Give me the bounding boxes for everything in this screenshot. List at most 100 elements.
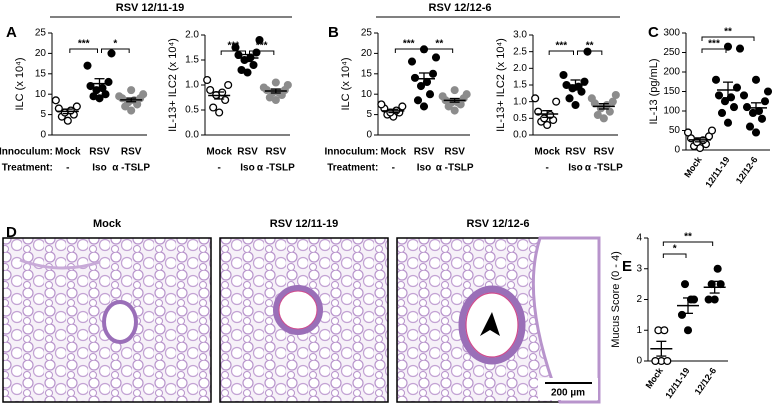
treatment-label: -: [217, 163, 220, 174]
data-point: [729, 103, 739, 112]
error-bar: [695, 137, 705, 143]
data-point: [255, 35, 264, 45]
panel-label: B: [328, 24, 339, 41]
row-label: Innoculum:: [0, 147, 53, 158]
data-point: [51, 96, 60, 105]
error-bar: [270, 88, 281, 94]
data-point: [249, 60, 258, 70]
data-point: [739, 91, 749, 100]
y-tick-label: 250: [663, 47, 680, 58]
error-bar: [126, 97, 137, 103]
data-point: [215, 108, 224, 117]
error-bar: [751, 102, 761, 114]
histology-image: [2, 237, 212, 403]
y-tick-label: 0.0: [513, 130, 527, 141]
y-tick-label: 25: [361, 28, 373, 39]
significance-label: *: [113, 39, 117, 50]
data-point: [611, 90, 620, 100]
x-tick-label: 12/11-19: [663, 366, 691, 400]
error-bar: [656, 340, 667, 357]
error-bar: [709, 280, 720, 294]
error-bar: [419, 72, 429, 86]
y-tick-label: 150: [663, 86, 680, 97]
data-point: [608, 97, 617, 106]
significance-label: **: [724, 27, 732, 38]
significance-bracket: [701, 36, 755, 41]
y-tick-label: 2: [636, 294, 642, 305]
y-axis-label: IL-13 (pg/mL): [648, 58, 660, 124]
data-point: [531, 94, 540, 103]
image-title: RSV 12/11-19: [270, 218, 339, 230]
significance-label: **: [586, 41, 594, 52]
significance-label: ***: [708, 39, 720, 50]
data-point: [565, 94, 574, 103]
significance-label: **: [684, 232, 692, 243]
y-tick-label: 15: [35, 68, 47, 79]
significance-label: ***: [227, 41, 239, 52]
treatment-label: α -TSLP: [436, 163, 474, 174]
data-point: [428, 69, 438, 78]
x-tick-label: RSV: [414, 147, 435, 158]
x-tick-label: 12/12-6: [734, 155, 760, 186]
histology-image: [396, 236, 601, 404]
x-tick-label: 12/12-6: [693, 366, 719, 397]
data-point: [723, 42, 733, 51]
treatment-label: Iso: [240, 163, 254, 174]
data-point: [450, 106, 459, 115]
y-tick-label: 300: [663, 28, 680, 39]
data-point: [224, 80, 233, 90]
data-point: [751, 75, 761, 84]
y-tick-label: 0: [40, 130, 46, 141]
group-title: RSV 12/11-19: [116, 2, 185, 14]
y-tick-label: 50: [669, 125, 681, 136]
data-point: [107, 49, 116, 58]
treatment-label: α -TSLP: [585, 163, 623, 174]
panel-label: A: [6, 24, 17, 41]
significance-label: ***: [78, 39, 90, 50]
data-point: [259, 83, 268, 92]
data-point: [651, 356, 660, 366]
data-point: [587, 94, 596, 103]
data-point: [713, 264, 722, 273]
significance-bracket: [101, 48, 130, 53]
y-tick-label: 3.0: [513, 30, 527, 41]
x-tick-label: RSV: [266, 147, 287, 158]
data-point: [209, 103, 218, 112]
data-point: [552, 97, 561, 106]
data-point: [745, 122, 755, 131]
data-point: [237, 65, 246, 75]
data-point: [704, 295, 713, 304]
data-point: [757, 114, 767, 123]
y-tick-label: 1.5: [513, 80, 527, 91]
row-label: Treatment:: [2, 163, 53, 174]
x-tick-label: Mock: [682, 154, 704, 179]
significance-label: *: [673, 244, 677, 255]
data-point: [450, 86, 459, 95]
y-tick-label: 0.5: [513, 113, 527, 124]
x-tick-label: Mock: [55, 147, 81, 158]
treatment-label: -: [392, 163, 395, 174]
data-point: [83, 61, 92, 70]
data-point: [438, 92, 447, 101]
x-tick-label: RSV: [121, 147, 142, 158]
data-point: [571, 100, 580, 110]
x-tick-label: RSV: [237, 147, 258, 158]
data-point: [580, 77, 589, 86]
y-tick-label: 5: [40, 109, 46, 120]
significance-label: ***: [403, 39, 415, 50]
data-point: [543, 120, 552, 130]
significance-bracket: [220, 50, 246, 55]
treatment-label: Iso: [417, 163, 431, 174]
significance-bracket: [662, 241, 714, 246]
panel-label: E: [622, 258, 632, 275]
data-point: [683, 128, 693, 137]
data-point: [271, 78, 280, 87]
data-point: [413, 96, 423, 105]
significance-label: **: [435, 39, 443, 50]
y-tick-label: 1.0: [185, 80, 199, 91]
significance-bracket: [394, 48, 423, 53]
error-bar: [683, 297, 693, 314]
x-tick-label: Mock: [534, 147, 560, 158]
